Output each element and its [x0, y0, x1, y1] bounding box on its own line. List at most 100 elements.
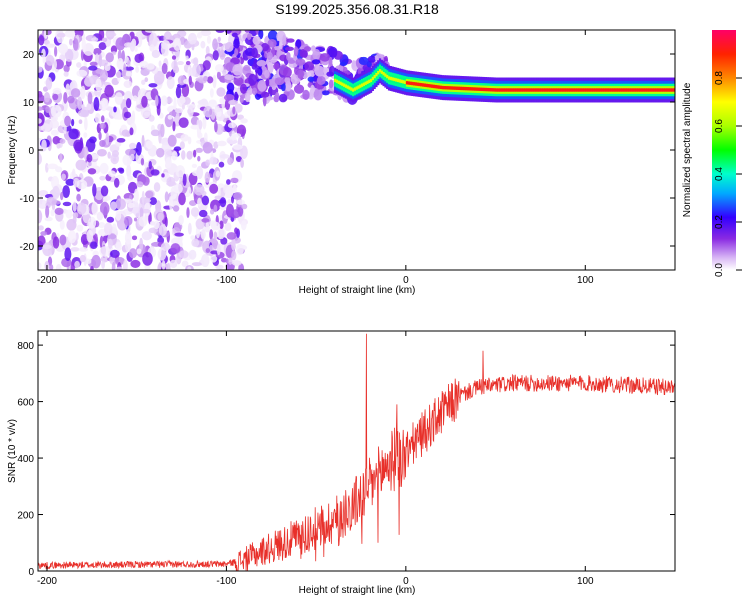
- spectrogram-cell: [224, 74, 235, 81]
- spectrogram-cell: [65, 83, 70, 95]
- spectrogram-cell: [619, 88, 622, 92]
- spectrogram-cell: [59, 138, 66, 144]
- spectrogram-cell: [293, 84, 305, 94]
- spectrogram-ytick-label: 0: [28, 146, 34, 157]
- spectrogram-cell: [71, 118, 75, 127]
- chart-title: S199.2025.356.08.31.R18: [275, 1, 439, 17]
- spectrogram-cell: [230, 209, 241, 219]
- spectrogram-cell: [470, 87, 473, 91]
- spectrogram-cell: [193, 57, 199, 66]
- spectrogram-cell: [513, 88, 516, 92]
- snr-ytick-label: 400: [17, 454, 34, 465]
- spectrogram-cell: [49, 119, 60, 129]
- spectrogram-cell: [545, 88, 549, 92]
- spectrogram-cell: [266, 51, 273, 61]
- spectrogram-cell: [87, 168, 97, 175]
- spectrogram-cell: [673, 88, 675, 92]
- spectrogram-cell: [484, 87, 487, 92]
- spectrogram-cell: [286, 52, 291, 61]
- spectrogram-cell: [170, 243, 181, 254]
- spectrogram-cell: [93, 97, 100, 112]
- spectrogram-cell: [384, 73, 387, 77]
- spectrogram-cell: [605, 88, 608, 92]
- spectrogram-cell: [113, 177, 120, 188]
- spectrogram-cell: [138, 216, 148, 227]
- snr-x-axis-title: Height of straight line (km): [299, 585, 416, 596]
- spectrogram-cell: [398, 79, 401, 83]
- spectrogram-cell: [362, 82, 365, 86]
- spectrogram-cell: [227, 199, 232, 204]
- spectrogram-ytick-label: -20: [20, 242, 35, 253]
- spectrogram-cell: [86, 154, 93, 163]
- spectrogram-cell: [599, 88, 602, 92]
- spectrogram-cell: [284, 77, 291, 84]
- spectrogram-cell: [439, 85, 443, 90]
- spectrogram-cell: [274, 91, 280, 103]
- spectrogram-cell: [122, 154, 133, 166]
- spectrogram-cell: [527, 88, 531, 92]
- spectrogram-cell: [203, 75, 208, 82]
- spectrogram-cell: [350, 87, 353, 91]
- spectrogram-cell: [219, 154, 230, 159]
- spectrogram-cell: [230, 177, 239, 183]
- spectrogram-cell: [110, 45, 118, 54]
- spectrogram-cell: [116, 71, 122, 79]
- spectrogram-cell: [515, 88, 518, 92]
- snr-xtick-label: 0: [403, 576, 409, 587]
- spectrogram-cell: [118, 168, 125, 174]
- spectrogram-cell: [198, 209, 208, 218]
- spectrogram-cell: [241, 203, 248, 210]
- spectrogram-cell: [443, 86, 446, 90]
- spectrogram-cell: [240, 83, 247, 94]
- spectrogram-cell: [626, 88, 629, 92]
- spectrogram-cell: [75, 159, 87, 171]
- spectrogram-cell: [167, 114, 173, 120]
- spectrogram-cell: [344, 84, 348, 88]
- spectrogram-cell: [257, 80, 267, 92]
- spectrogram-cell: [178, 117, 189, 128]
- spectrogram-cell: [232, 184, 237, 195]
- spectrogram-cell: [175, 112, 180, 119]
- spectrogram-cell: [41, 139, 47, 152]
- spectrogram-cell: [115, 241, 122, 252]
- spectrogram-cell: [139, 60, 149, 68]
- spectrogram-cell: [192, 64, 196, 77]
- spectrogram-cell: [52, 93, 59, 101]
- spectrogram-cell: [307, 76, 315, 82]
- spectrogram-cell: [387, 76, 391, 80]
- spectrogram-cell: [391, 77, 394, 81]
- spectrogram-cell: [234, 227, 239, 234]
- spectrogram-cell: [231, 260, 242, 266]
- spectrogram-cell: [42, 242, 53, 257]
- spectrogram-cell: [414, 82, 418, 86]
- spectrogram-cell: [202, 141, 213, 154]
- spectrogram-cell: [148, 227, 159, 234]
- spectrogram-cell: [107, 151, 111, 159]
- spectrogram-cell: [432, 84, 435, 89]
- spectrogram-cell: [215, 30, 225, 33]
- spectrogram-cell: [547, 88, 550, 92]
- spectrogram-cell: [55, 263, 62, 270]
- spectrogram-cell: [178, 192, 186, 206]
- spectrogram-cell: [202, 60, 211, 71]
- spectrogram-cell: [267, 39, 277, 48]
- spectrogram-cell: [38, 190, 49, 197]
- spectrogram-cell: [65, 178, 75, 186]
- spectrogram-cell: [141, 134, 145, 148]
- spectrogram-cell: [156, 103, 161, 116]
- spectrogram-cell: [615, 88, 618, 92]
- spectrogram-cell: [295, 58, 306, 66]
- spectrogram-cell: [321, 90, 330, 96]
- spectrogram-cell: [326, 71, 334, 77]
- spectrogram-cell: [178, 215, 184, 226]
- spectrogram-cell: [123, 63, 127, 77]
- spectrogram-cell: [633, 88, 636, 92]
- spectrogram-cell: [346, 85, 349, 89]
- spectrogram-cell: [99, 122, 106, 130]
- spectrogram-cell: [187, 105, 194, 118]
- spectrogram-cell: [153, 182, 161, 192]
- spectrogram-cell: [158, 112, 164, 119]
- spectrogram-cell: [206, 35, 211, 44]
- spectrogram-cell: [213, 231, 218, 241]
- spectrogram-cell: [164, 148, 172, 158]
